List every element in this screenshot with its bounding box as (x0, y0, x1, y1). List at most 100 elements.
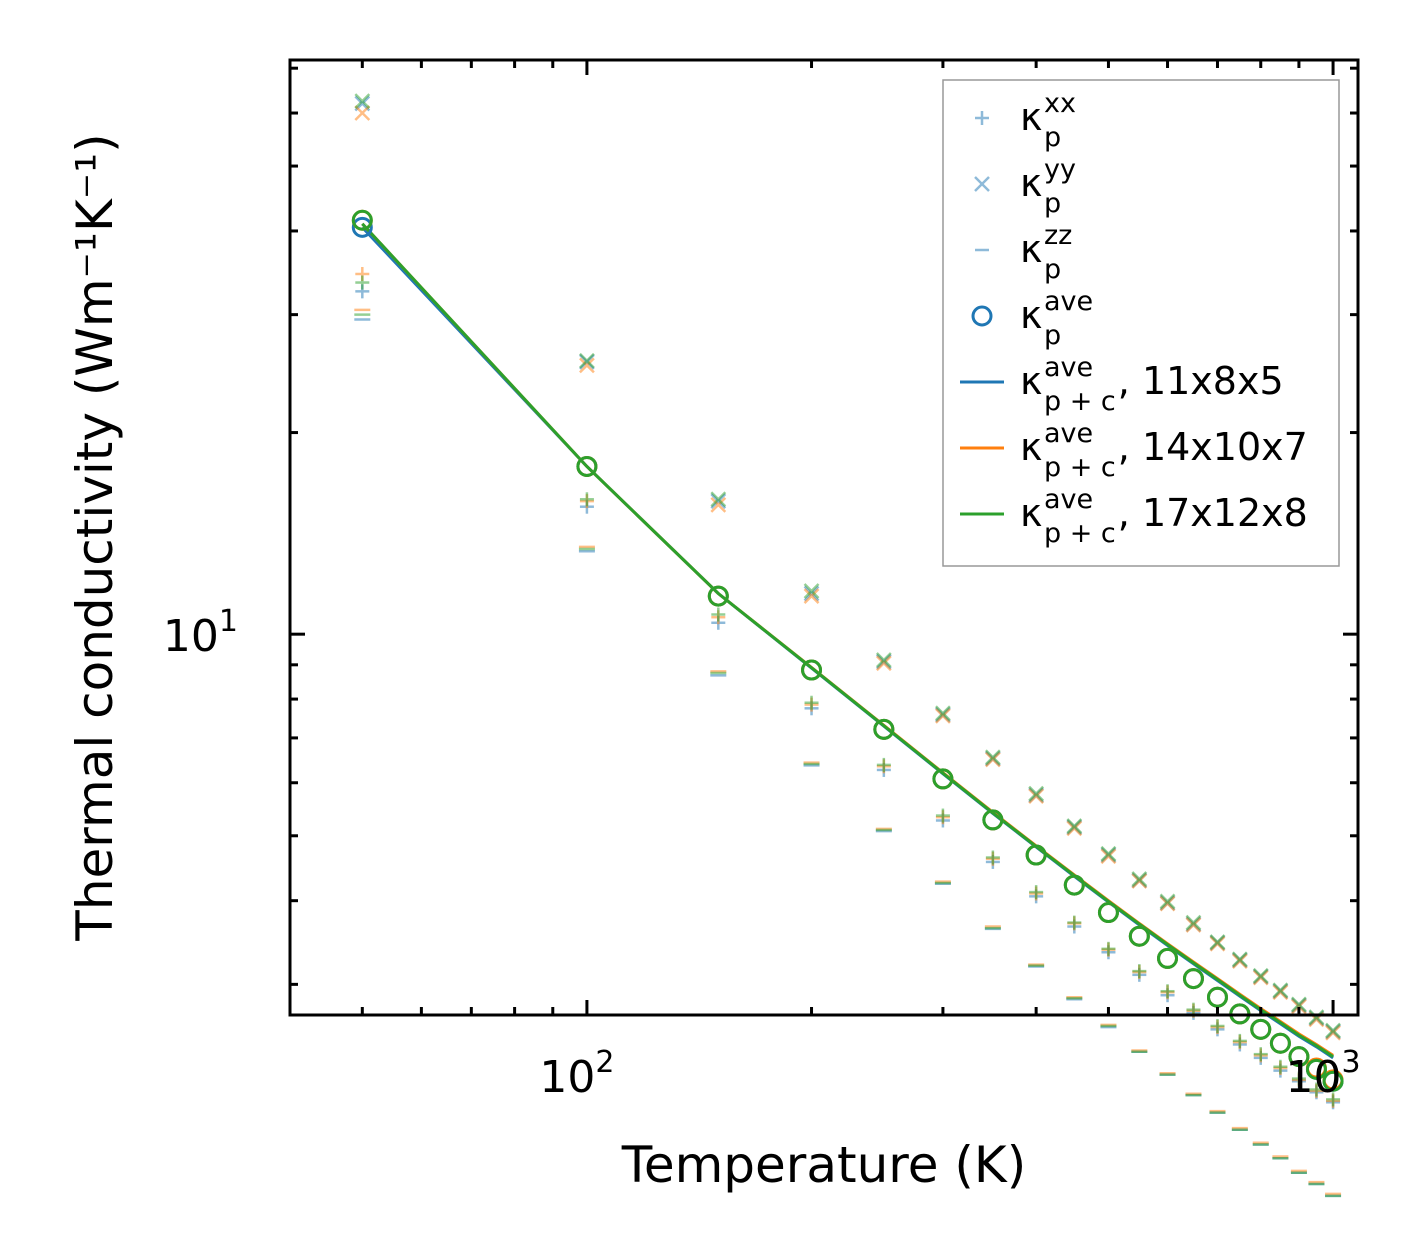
kxx-point (1160, 984, 1175, 999)
cross-b (935, 708, 951, 724)
cross-b (1066, 818, 1083, 834)
series-circles-17x12x8 (351, 209, 1344, 1092)
cross-b (935, 705, 951, 722)
x-axis-label: Temperature (K) (621, 1136, 1026, 1194)
kyy-point (984, 751, 1001, 768)
legend-subscript: p (1044, 122, 1061, 153)
kyy-point (1159, 895, 1176, 912)
kyy-point (1185, 917, 1202, 933)
cross-b (1131, 873, 1148, 889)
kyy-point (354, 105, 371, 121)
kyy-point (1252, 969, 1269, 986)
kave-point (351, 209, 373, 231)
legend-subscript: p + c (1044, 518, 1116, 549)
y-tick-label: 101 (163, 604, 238, 662)
x-tick-base: 10 (539, 1052, 595, 1103)
y-axis-label: Thermal conductivity (Wm⁻¹K⁻¹) (66, 133, 124, 941)
kyy-point (1185, 914, 1202, 931)
cross-b (803, 588, 820, 604)
kxx-point (355, 275, 370, 290)
kyy-point (984, 749, 1001, 766)
kxx-point (579, 492, 594, 507)
kyy-point (1325, 1022, 1341, 1039)
legend-subscript: p (1044, 254, 1061, 285)
kave-point (1250, 1018, 1272, 1040)
kxx-point (985, 850, 1000, 865)
legend-superscript: zz (1044, 220, 1072, 251)
cross-b (974, 176, 990, 192)
cross-b (1325, 1022, 1341, 1039)
cross-b (710, 496, 727, 513)
kyy-point (1100, 848, 1117, 865)
kyy-point (803, 588, 820, 604)
cross-b (710, 491, 727, 508)
kave-point (1157, 947, 1179, 969)
legend-entry: κ xxp (975, 88, 1076, 153)
kxx-point (1132, 964, 1147, 979)
kyy-point (1231, 951, 1248, 968)
cross-b (1028, 788, 1045, 805)
y-tick-exponent: 1 (219, 604, 238, 639)
kyy-point (710, 491, 727, 508)
cross-b (1185, 917, 1202, 933)
kyy-point (1325, 1024, 1341, 1041)
kave-point (351, 216, 373, 238)
kyy-point (803, 585, 820, 602)
cross-b (1209, 934, 1226, 950)
cross-b (1291, 998, 1307, 1015)
kxx-point (1273, 1059, 1288, 1074)
legend-superscript: ave (1044, 418, 1093, 449)
cross-b (1159, 893, 1176, 910)
kyy-point (579, 352, 595, 369)
legend-circle-icon (971, 305, 993, 327)
legend-subscript: p + c (1044, 452, 1116, 483)
legend-base: κ (1020, 293, 1042, 337)
legend-subscript: p (1044, 188, 1061, 219)
kxx-point (1253, 1047, 1268, 1062)
kyy-point (1066, 818, 1083, 834)
x-tick-base: 10 (1286, 1052, 1342, 1103)
kxx-point (1067, 915, 1082, 930)
kxx-point (1029, 885, 1044, 900)
kxx-point (1101, 941, 1116, 956)
kave-point (932, 768, 954, 790)
cross-b (1159, 895, 1176, 912)
cross-b (1100, 845, 1117, 862)
kyy-point (579, 357, 595, 374)
kyy-point (1159, 893, 1176, 910)
kave-point (576, 455, 598, 477)
legend-subscript: p + c (1044, 386, 1116, 417)
legend-superscript: ave (1044, 484, 1093, 515)
kyy-point (875, 652, 892, 668)
legend-base: κ (1020, 491, 1042, 535)
x-tick-exponent: 2 (595, 1045, 614, 1080)
cross-b (1272, 984, 1289, 1001)
kave-point (1025, 844, 1047, 866)
kyy-point (710, 496, 727, 513)
legend-base: κ (1020, 425, 1042, 469)
cross-b (1231, 951, 1248, 968)
cross-b (354, 105, 371, 121)
kave-point (801, 659, 823, 681)
legend-base: κ (1020, 95, 1042, 139)
series-17x12x8 (354, 93, 1342, 1198)
cross-b (875, 655, 892, 672)
kave-point (1288, 1046, 1310, 1068)
cross-b (579, 352, 595, 369)
legend-plus-icon (975, 111, 989, 125)
kyy-point (1272, 982, 1289, 999)
kyy-point (1209, 934, 1226, 950)
legend-box (942, 79, 1340, 567)
kxx-point (876, 757, 891, 772)
kyy-point (875, 655, 892, 672)
cross-b (1291, 996, 1307, 1013)
kave-point (1182, 968, 1204, 990)
cross-b (1028, 785, 1045, 802)
y-tick-base: 10 (163, 611, 219, 662)
legend-grid-label: , 11x8x5 (1118, 359, 1284, 403)
x-tick-label: 102 (539, 1045, 614, 1103)
cross-b (875, 652, 892, 668)
kxx-point (1309, 1082, 1324, 1097)
